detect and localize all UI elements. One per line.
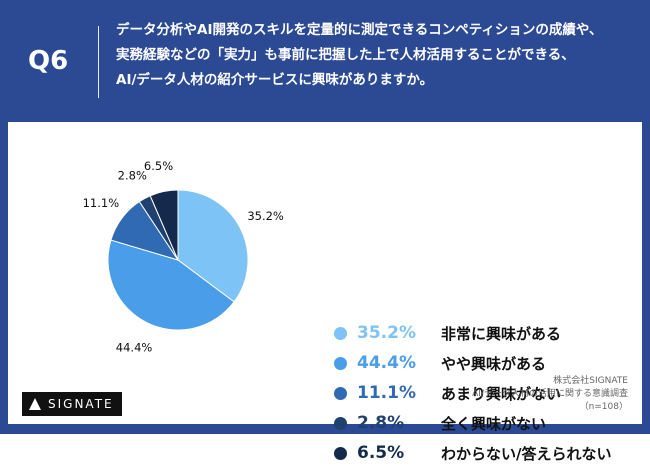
legend-percentage: 2.8% xyxy=(357,413,405,433)
legend-label: やや興味がある xyxy=(441,354,547,373)
pie-value-label-3: 11.1% xyxy=(83,196,120,210)
question-line-3: AI/データ人材の紹介サービスに興味がありますか。 xyxy=(116,72,434,88)
pie-slice-2 xyxy=(107,239,235,331)
pie-value-label-2: 44.4% xyxy=(116,341,153,355)
source-line-2: AI/データ人材の活用に関する意識調査 xyxy=(472,389,628,399)
pie-value-label-5: 6.5% xyxy=(144,159,173,173)
question-text: データ分析やAI開発のスキルを定量的に測定できるコンペティションの成績や、 実務… xyxy=(116,18,636,93)
pie-slice-5 xyxy=(149,189,179,261)
legend-item: 6.5% わからない/答えられない xyxy=(334,438,634,468)
logo-text: SIGNATE xyxy=(48,397,114,411)
legend-swatch xyxy=(334,446,347,460)
legend-item: 2.8% 全く興味がない xyxy=(334,408,634,438)
pie-slice-1 xyxy=(177,189,249,303)
question-line-2: 実務経験などの「実力」も事前に把握した上で人材活用することができる、 xyxy=(116,47,575,63)
question-line-1: データ分析やAI開発のスキルを定量的に測定できるコンペティションの成績や、 xyxy=(116,22,603,38)
legend-item: 11.1% あまり興味がない xyxy=(334,378,634,408)
signate-logo: SIGNATE xyxy=(22,392,122,416)
source-note: 株式会社SIGNATE AI/データ人材の活用に関する意識調査 （n=108） xyxy=(408,375,628,414)
legend-percentage: 44.4% xyxy=(357,353,416,373)
legend-swatch xyxy=(334,356,347,370)
legend-label: わからない/答えられない xyxy=(441,444,612,463)
logo-triangle-icon xyxy=(29,398,41,410)
pie-value-label-4: 2.8% xyxy=(118,169,147,183)
chart-panel: 35.2% 44.4% 11.1% 2.8% 6.5% 35.2% 非常に興味がある 44.… xyxy=(8,122,642,463)
legend-swatch xyxy=(334,326,347,340)
question-header: Q6 データ分析やAI開発のスキルを定量的に測定できるコンペティションの成績や、… xyxy=(0,0,650,122)
legend-item: 44.4% やや興味がある xyxy=(334,348,634,378)
legend-label: 全く興味がない xyxy=(441,414,547,433)
question-number: Q6 xyxy=(28,46,69,76)
pie-chart: 35.2% 44.4% 11.1% 2.8%6.5% xyxy=(83,159,284,355)
legend-label: あまり興味がない xyxy=(441,384,562,403)
legend-swatch xyxy=(334,416,347,430)
source-line-1: 株式会社SIGNATE xyxy=(553,376,628,386)
header-divider xyxy=(98,26,99,98)
legend-percentage: 6.5% xyxy=(357,443,405,463)
pie-value-label-1: 35.2% xyxy=(247,209,284,223)
source-line-3: （n=108） xyxy=(579,402,628,412)
legend-percentage: 11.1% xyxy=(357,383,416,403)
legend-item: 35.2% 非常に興味がある xyxy=(334,318,634,348)
legend-label: 非常に興味がある xyxy=(441,324,562,343)
legend-swatch xyxy=(334,386,347,400)
legend-percentage: 35.2% xyxy=(357,323,416,343)
